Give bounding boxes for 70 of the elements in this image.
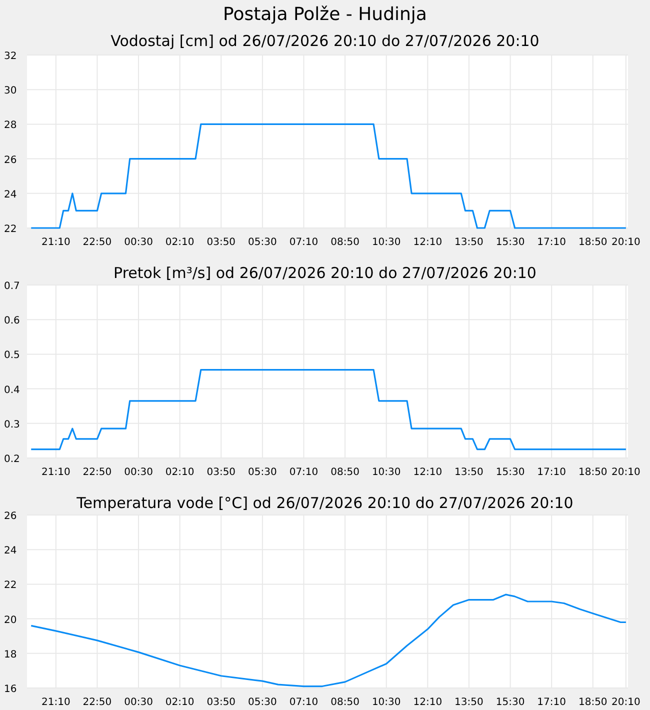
x-tick-label: 17:10 (537, 237, 566, 248)
y-tick-label: 0.2 (4, 454, 20, 465)
x-tick-label: 12:10 (413, 697, 442, 708)
y-tick-label: 16 (4, 684, 17, 695)
x-tick-label: 20:10 (612, 237, 640, 248)
x-tick-label: 15:30 (496, 697, 525, 708)
x-tick-label: 22:50 (82, 237, 112, 248)
y-tick-label: 28 (4, 120, 17, 132)
x-tick-label: 07:10 (289, 237, 318, 248)
x-tick-label: 08:50 (330, 467, 360, 478)
x-tick-label: 10:30 (372, 237, 401, 248)
line-series (30, 368, 627, 450)
y-tick-label: 22 (4, 224, 17, 235)
y-tick-label: 0.4 (4, 384, 20, 396)
x-tick-label: 03:50 (206, 237, 236, 248)
x-tick-label: 05:30 (248, 237, 277, 248)
x-tick-label: 21:10 (42, 697, 70, 708)
chart-title: Temperatura vode [°C] od 26/07/2026 20:10 do 27/07/2026 20:10 (76, 494, 574, 512)
x-tick-label: 13:50 (454, 237, 484, 248)
x-tick-label: 00:30 (124, 697, 153, 708)
x-tick-label: 00:30 (124, 237, 153, 248)
chart-title: Pretok [m³/s] od 26/07/2026 20:10 do 27/07/2026 20:10 (114, 264, 536, 282)
y-tick-label: 24 (4, 189, 17, 200)
x-tick-label: 07:10 (289, 467, 318, 478)
y-tick-label: 26 (4, 511, 17, 522)
x-tick-label: 12:10 (413, 237, 442, 248)
x-tick-label: 00:30 (124, 467, 153, 478)
y-tick-label: 32 (4, 51, 17, 62)
x-tick-label: 10:30 (372, 697, 401, 708)
y-tick-label: 22 (4, 580, 17, 592)
x-tick-label: 17:10 (537, 697, 566, 708)
x-tick-label: 02:10 (165, 467, 194, 478)
x-tick-label: 21:10 (42, 467, 70, 478)
x-tick-label: 02:10 (165, 237, 194, 248)
x-tick-label: 08:50 (330, 697, 360, 708)
x-tick-label: 02:10 (165, 697, 194, 708)
x-tick-label: 12:10 (413, 467, 442, 478)
x-tick-label: 18:50 (578, 467, 608, 478)
x-tick-label: 07:10 (289, 697, 318, 708)
x-tick-label: 03:50 (206, 467, 236, 478)
line-series (30, 123, 627, 229)
y-tick-label: 26 (4, 154, 17, 166)
line-series (30, 594, 627, 688)
x-tick-label: 22:50 (82, 467, 112, 478)
x-tick-label: 05:30 (248, 467, 277, 478)
y-tick-label: 24 (4, 546, 17, 557)
x-tick-label: 03:50 (206, 697, 236, 708)
y-tick-label: 0.6 (4, 316, 20, 327)
chart-title: Postaja Polže - Hudinja (223, 4, 427, 25)
x-tick-label: 10:30 (372, 467, 401, 478)
x-tick-label: 20:10 (612, 697, 640, 708)
x-tick-label: 08:50 (330, 237, 360, 248)
x-tick-label: 17:10 (537, 467, 566, 478)
x-tick-label: 13:50 (454, 467, 484, 478)
y-tick-label: 30 (4, 86, 17, 97)
x-tick-label: 21:10 (42, 237, 70, 248)
x-tick-label: 22:50 (82, 697, 112, 708)
x-tick-label: 18:50 (578, 237, 608, 248)
y-tick-label: 0.3 (4, 419, 20, 430)
x-tick-label: 15:30 (496, 237, 525, 248)
x-tick-label: 05:30 (248, 697, 277, 708)
x-tick-label: 20:10 (612, 467, 640, 478)
y-tick-label: 18 (4, 649, 17, 660)
y-tick-label: 0.5 (4, 350, 20, 362)
y-tick-label: 0.7 (4, 281, 20, 292)
x-tick-label: 13:50 (454, 697, 484, 708)
x-tick-label: 15:30 (496, 467, 525, 478)
x-tick-label: 18:50 (578, 697, 608, 708)
chart-subtitle: Vodostaj [cm] od 26/07/2026 20:10 do 27/07/2026 20:10 (110, 32, 540, 50)
y-tick-label: 20 (4, 614, 17, 626)
